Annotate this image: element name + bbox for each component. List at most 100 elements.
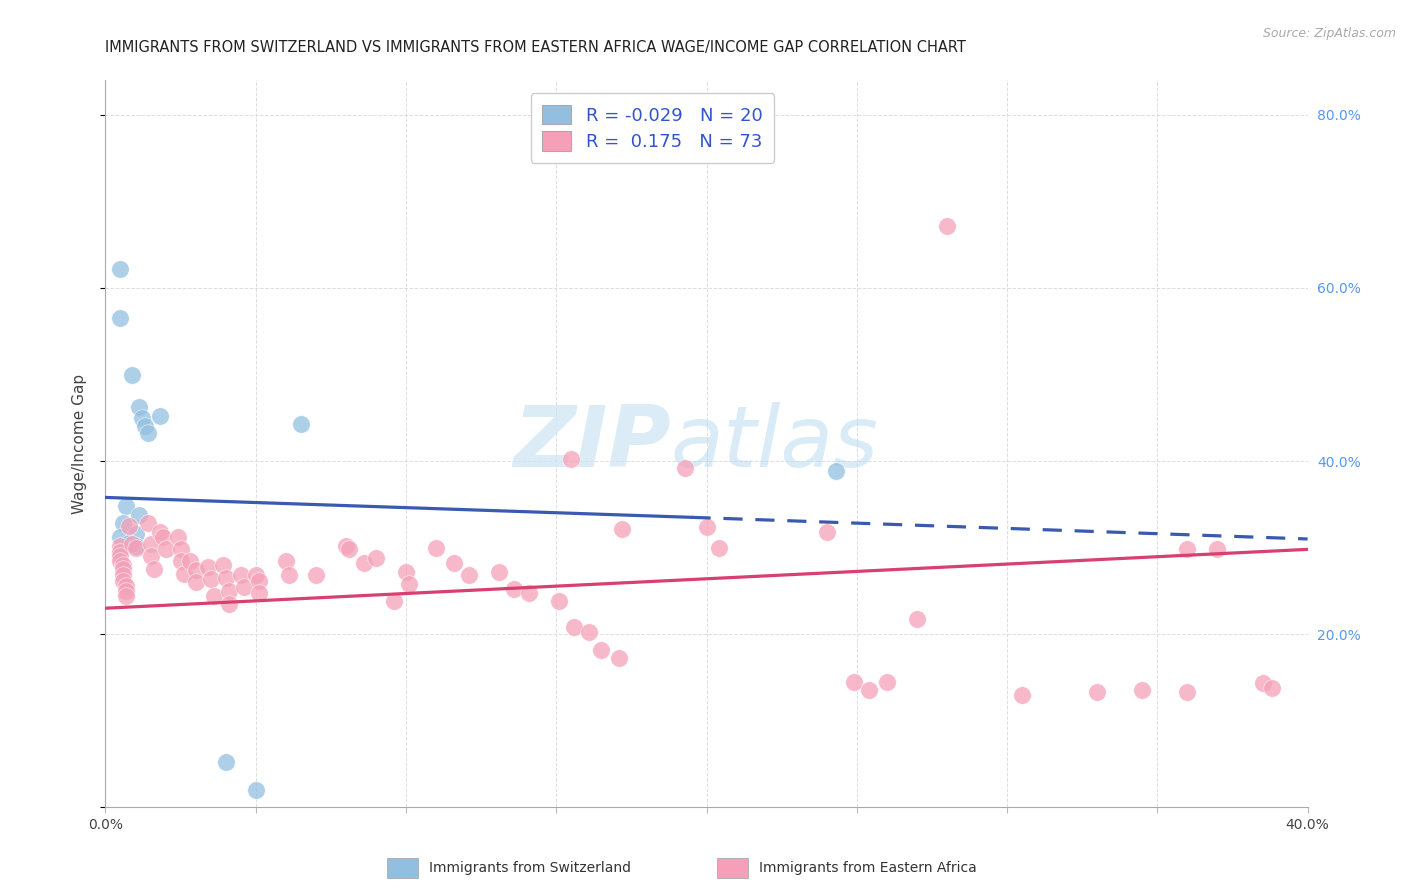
Legend: R = -0.029   N = 20, R =  0.175   N = 73: R = -0.029 N = 20, R = 0.175 N = 73 [530,93,775,163]
Point [696,520,718,534]
Point [112,574,135,588]
Text: Immigrants from Eastern Africa: Immigrants from Eastern Africa [759,861,977,875]
Point [173,566,195,581]
Point [179,554,201,568]
Point [1206,542,1229,557]
Point [458,568,481,582]
Point [115,589,138,603]
Point [675,461,697,475]
Point [824,465,846,479]
Point [335,539,357,553]
Point [1251,675,1274,690]
Y-axis label: Wage/Income Gap: Wage/Income Gap [72,374,87,514]
Point [115,583,138,598]
Point [169,542,191,557]
Point [112,516,135,531]
Point [110,311,132,326]
Point [142,562,165,576]
Point [184,575,207,590]
Point [245,568,267,582]
Point [112,568,135,582]
Point [110,545,132,559]
Point [858,683,880,698]
Point [578,625,600,640]
Point [1085,685,1108,699]
Point [214,756,236,770]
Point [609,651,631,665]
Point [232,581,254,595]
Point [139,537,162,551]
Point [548,594,571,608]
Point [274,554,297,568]
Point [136,426,159,441]
Point [115,499,138,513]
Point [115,579,138,593]
Point [560,452,582,467]
Point [139,549,162,564]
Text: IMMIGRANTS FROM SWITZERLAND VS IMMIGRANTS FROM EASTERN AFRICA WAGE/INCOME GAP CO: IMMIGRANTS FROM SWITZERLAND VS IMMIGRANT… [105,40,966,55]
Point [128,508,150,522]
Point [707,541,730,555]
Point [1130,683,1153,698]
Point [214,571,236,585]
Point [305,568,328,582]
Point [337,542,360,557]
Point [425,541,447,555]
Point [562,620,585,634]
Point [936,219,959,233]
Point [1011,688,1033,702]
Text: atlas: atlas [671,402,879,485]
Point [112,558,135,572]
Point [503,582,526,597]
Point [112,562,135,576]
Point [382,594,405,608]
Point [118,519,141,533]
Point [218,583,240,598]
Point [443,556,465,570]
Point [842,674,865,689]
Point [247,574,270,588]
Point [612,522,634,536]
Point [200,572,222,586]
Text: Source: ZipAtlas.com: Source: ZipAtlas.com [1263,27,1396,40]
Point [247,585,270,599]
Point [364,551,387,566]
Point [124,541,146,555]
Text: Immigrants from Switzerland: Immigrants from Switzerland [429,861,631,875]
Point [290,417,312,431]
Point [184,563,207,577]
Point [398,577,420,591]
Point [134,419,156,434]
Point [229,568,252,582]
Point [166,530,188,544]
Point [155,542,177,557]
Point [353,556,375,570]
Point [148,524,170,539]
Point [591,642,613,657]
Point [395,565,418,579]
Point [277,568,299,582]
Point [110,549,132,564]
Point [517,585,540,599]
Point [202,589,225,603]
Point [121,537,143,551]
Point [110,539,132,553]
Point [131,410,153,425]
Text: ZIP: ZIP [513,402,671,485]
Point [124,526,146,541]
Point [1175,542,1198,557]
Point [245,783,267,797]
Point [1175,685,1198,699]
Point [876,674,898,689]
Point [124,539,146,553]
Point [218,597,240,611]
Point [110,553,132,567]
Point [905,611,928,625]
Point [1260,681,1282,695]
Point [118,536,141,550]
Point [128,401,150,415]
Point [110,545,132,559]
Point [110,530,132,544]
Point [815,524,838,539]
Point [152,530,174,544]
